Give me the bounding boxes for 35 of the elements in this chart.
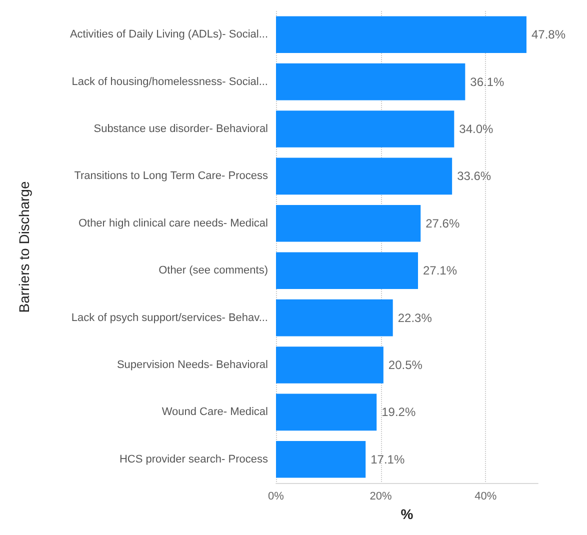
data-label: 34.0% [459,122,494,136]
data-label: 36.1% [470,74,505,89]
data-label: 33.6% [457,169,492,184]
x-axis-title: % [400,506,414,522]
data-label: 17.1% [370,452,405,466]
data-label: 27.6% [426,216,460,230]
x-tick-label: 0% [268,490,284,502]
y-tick-label: Supervision Needs- Behavioral [116,359,268,371]
bar [276,346,384,384]
bar [276,440,366,478]
y-tick-label: Lack of psych support/services- Behav... [71,312,268,324]
y-tick-label: Other high clinical care needs- Medical [78,217,268,230]
x-tick-label: 40% [474,490,497,502]
y-tick-label: Substance use disorder- Behavioral [94,123,268,135]
data-label: 20.5% [388,358,423,372]
bar [276,299,393,336]
bar [276,63,466,100]
y-tick-label: Lack of housing/homelessness- Social... [72,76,268,88]
data-label: 19.2% [382,405,416,420]
bar [276,158,452,195]
y-tick-label: Wound Care- Medical [162,406,268,418]
bar [276,252,418,290]
data-label: 22.3% [398,310,432,325]
bar [276,110,454,148]
y-tick-label: Transitions to Long Term Care- Process [74,170,268,182]
bar [276,204,421,242]
y-tick-label: HCS provider search- Process [119,453,268,466]
data-label: 27.1% [423,264,458,278]
bar [276,394,377,431]
bar [276,16,526,54]
data-label: 47.8% [531,28,566,42]
y-tick-label: Other (see comments) [158,264,268,277]
y-axis-title: Barriers to Discharge [16,181,32,313]
y-tick-label: Activities of Daily Living (ADLs)- Social... [70,28,268,41]
x-tick-label: 20% [370,490,392,502]
